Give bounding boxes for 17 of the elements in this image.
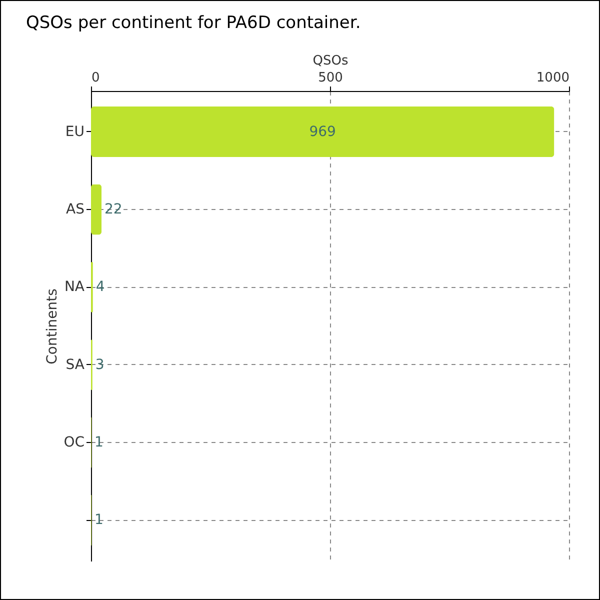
chart-title: QSOs per continent for PA6D container. [26,13,361,33]
y-tick-label: OC [64,434,85,451]
y-tick-label: NA [64,279,85,296]
y-tick-label: EU [65,124,84,140]
x-tick-label: 0 [92,70,100,86]
data-label: 22 [104,201,122,218]
data-label: 1 [94,512,104,528]
data-label: 4 [96,279,105,296]
y-axis-title: Continents [44,288,61,364]
data-label: 1 [94,434,104,451]
x-tick-label: 1000 [536,70,570,86]
y-tick-label: SA [66,356,85,373]
x-tick-label: 500 [318,70,343,86]
data-label: 3 [95,356,104,373]
x-axis-title: QSOs [312,54,348,68]
data-label: 969 [309,124,336,140]
y-tick-label: AS [66,201,85,218]
